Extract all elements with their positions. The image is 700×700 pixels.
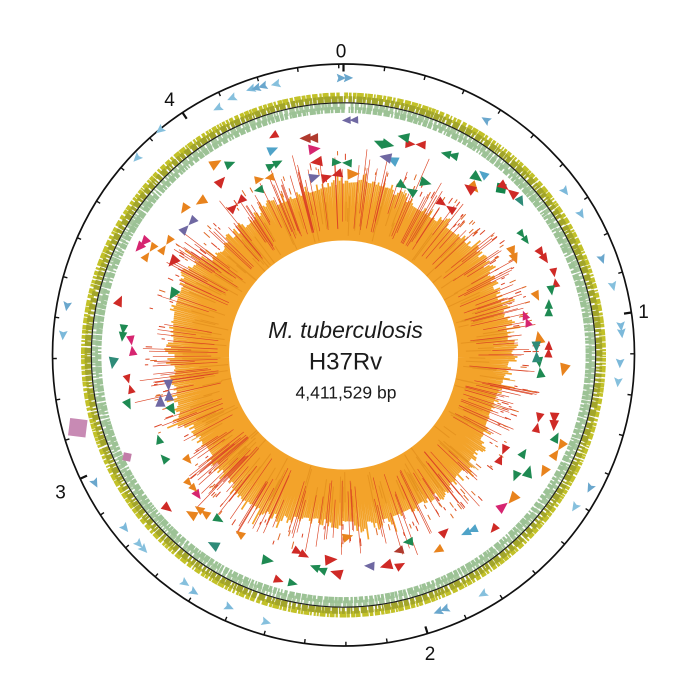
svg-text:4,411,529 bp: 4,411,529 bp (296, 383, 397, 403)
svg-text:3: 3 (55, 483, 66, 504)
svg-text:0: 0 (336, 42, 347, 63)
svg-text:2: 2 (425, 644, 436, 665)
svg-text:H37Rv: H37Rv (309, 349, 382, 376)
svg-text:1: 1 (638, 302, 649, 323)
svg-text:M. tuberculosis: M. tuberculosis (268, 317, 423, 343)
svg-text:4: 4 (164, 90, 175, 111)
